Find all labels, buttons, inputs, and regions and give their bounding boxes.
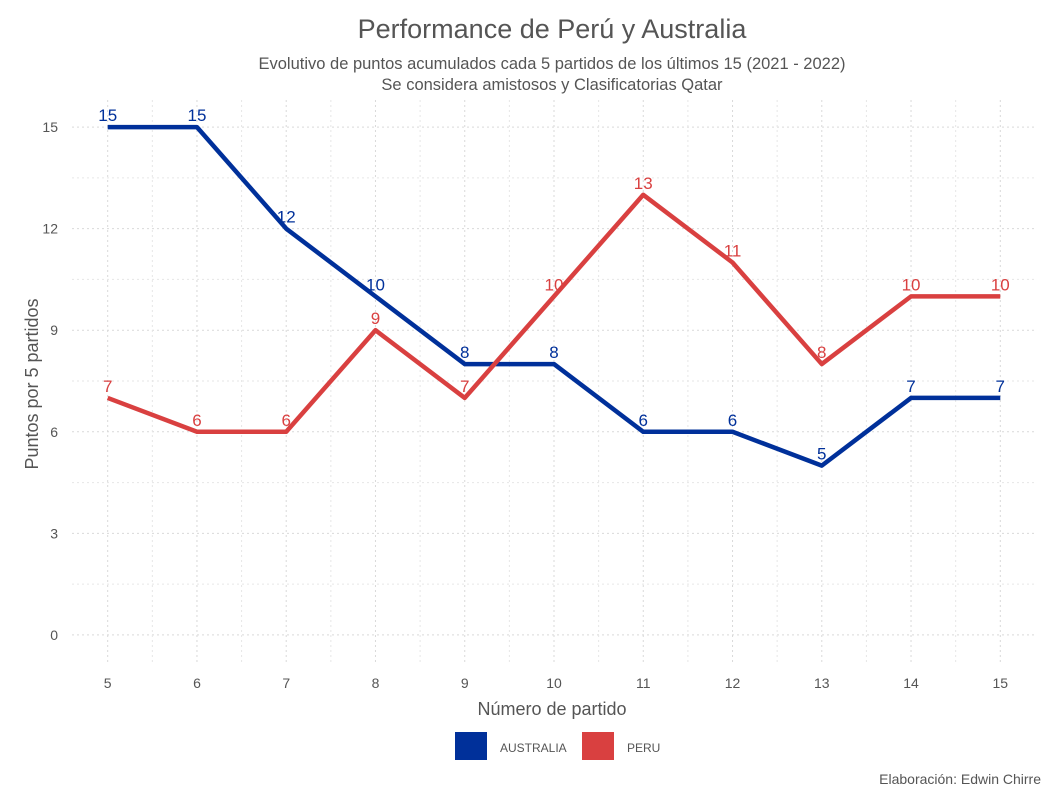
y-axis-title: Puntos por 5 partidos — [22, 298, 42, 469]
data-label-australia: 8 — [460, 343, 469, 362]
data-label-australia: 8 — [549, 343, 558, 362]
data-label-peru: 11 — [724, 242, 742, 261]
x-tick-label: 10 — [546, 675, 562, 691]
series — [106, 124, 1001, 468]
data-label-australia: 7 — [906, 377, 915, 396]
data-label-peru: 8 — [817, 343, 826, 362]
chart-subtitle-line-1: Evolutivo de puntos acumulados cada 5 pa… — [258, 55, 845, 73]
legend-label-peru: PERU — [627, 741, 660, 755]
chart-subtitle-line-2: Se considera amistosos y Clasificatorias… — [381, 76, 723, 94]
data-label-peru: 9 — [371, 309, 380, 328]
x-tick-label: 8 — [372, 675, 380, 691]
data-label-peru: 10 — [902, 275, 921, 294]
data-labels: 15 15 12 10 8 8 6 6 5 7 7 7 6 6 9 7 10 13 11 8 10 10 — [98, 106, 1010, 464]
data-label-peru: 6 — [192, 411, 201, 430]
data-label-peru: 10 — [991, 275, 1010, 294]
x-tick-label: 6 — [193, 675, 201, 691]
data-label-australia: 10 — [366, 275, 385, 294]
chart-title: Performance de Perú y Australia — [358, 14, 748, 44]
y-tick-label: 3 — [50, 525, 58, 541]
legend-key-peru — [582, 732, 614, 760]
data-label-peru: 7 — [103, 377, 112, 396]
y-axis-ticks: 0 3 6 9 12 15 — [42, 119, 58, 643]
data-label-australia: 6 — [639, 411, 648, 430]
x-axis-title: Número de partido — [477, 699, 626, 719]
data-label-australia: 6 — [728, 411, 737, 430]
data-label-peru: 13 — [634, 174, 653, 193]
y-tick-label: 6 — [50, 424, 58, 440]
caption: Elaboración: Edwin Chirre — [879, 771, 1041, 787]
grid — [72, 100, 1036, 662]
x-tick-label: 9 — [461, 675, 469, 691]
legend-label-australia: AUSTRALIA — [500, 741, 567, 755]
x-tick-label: 15 — [993, 675, 1009, 691]
data-label-australia: 7 — [996, 377, 1005, 396]
data-label-australia: 12 — [277, 208, 296, 227]
data-label-australia: 15 — [98, 106, 117, 125]
data-label-peru: 6 — [281, 411, 290, 430]
x-tick-label: 7 — [282, 675, 290, 691]
x-tick-label: 11 — [636, 675, 651, 691]
x-tick-label: 12 — [725, 675, 741, 691]
y-tick-label: 12 — [42, 221, 58, 237]
x-axis-ticks: 5 6 7 8 9 10 11 12 13 14 15 — [104, 675, 1008, 691]
data-label-australia: 15 — [188, 106, 207, 125]
x-tick-label: 5 — [104, 675, 112, 691]
data-label-peru: 7 — [460, 377, 469, 396]
legend-key-australia — [455, 732, 487, 760]
series-line-australia — [107, 124, 1001, 468]
data-label-peru: 10 — [545, 275, 564, 294]
x-tick-label: 14 — [903, 675, 919, 691]
y-tick-label: 0 — [50, 627, 58, 643]
data-label-australia: 5 — [817, 445, 826, 464]
series-line-peru — [106, 192, 1001, 435]
x-tick-label: 13 — [814, 675, 830, 691]
y-tick-label: 15 — [42, 119, 58, 135]
legend: AUSTRALIA PERU — [455, 732, 660, 760]
y-tick-label: 9 — [50, 322, 58, 338]
